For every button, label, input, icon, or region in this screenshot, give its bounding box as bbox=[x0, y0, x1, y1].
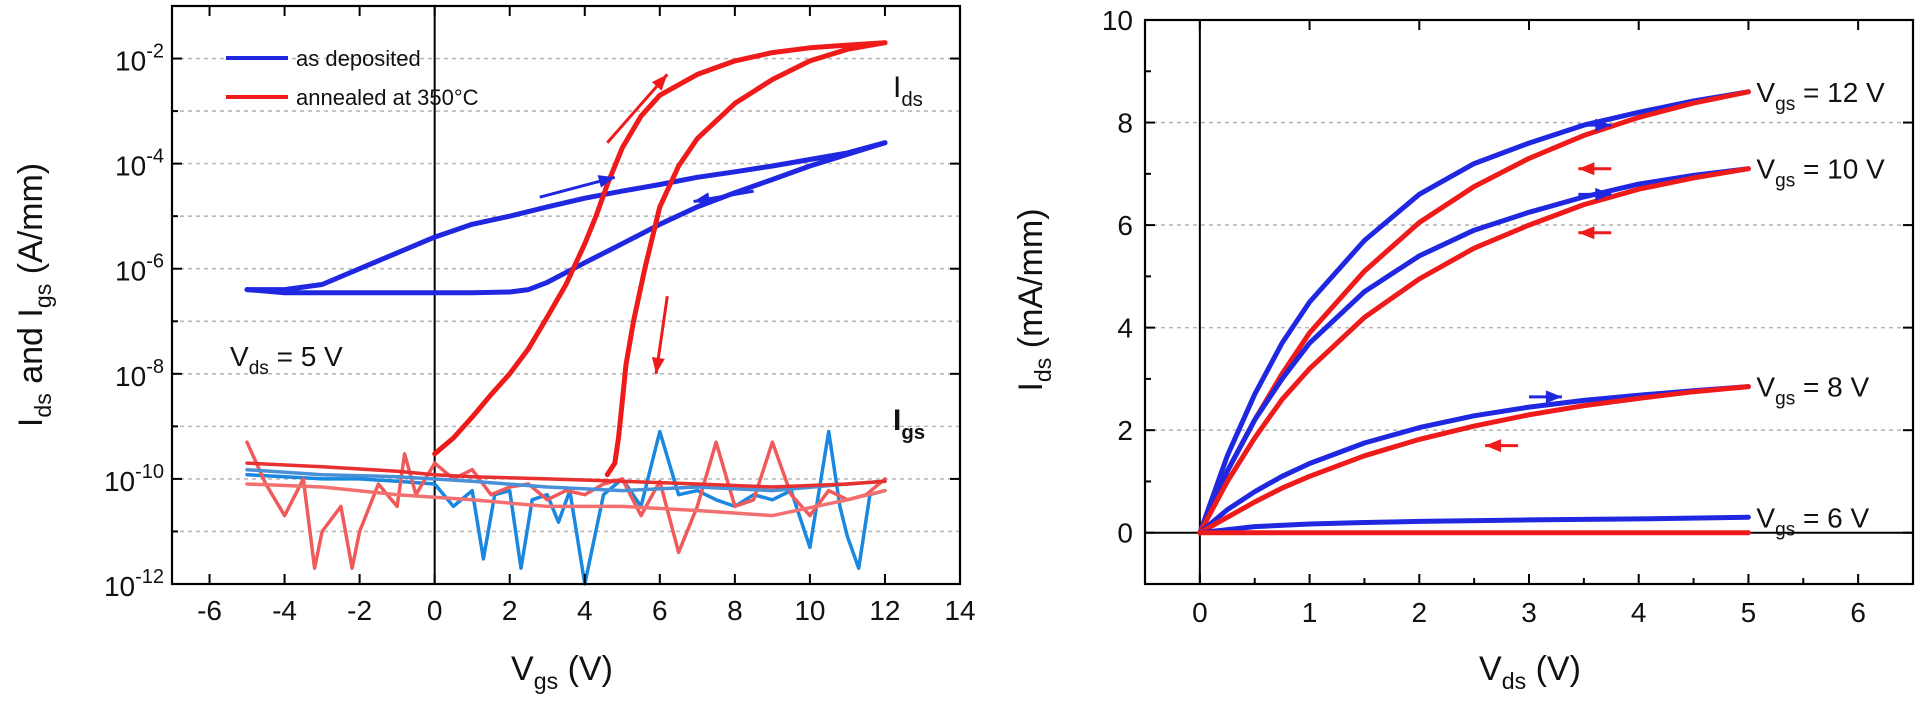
left-x-tick-label: 10 bbox=[794, 595, 825, 626]
series-as-deposited-ids-reverse bbox=[244, 140, 888, 296]
left-direction-arrow-head bbox=[651, 74, 668, 91]
left-y-tick-label: 10-8 bbox=[115, 356, 164, 392]
right-x-axis-label: Vds (V) bbox=[1479, 650, 1581, 694]
series-annealed-at-350-c-igs-back bbox=[245, 482, 887, 518]
right-y-tick-label: 0 bbox=[1117, 518, 1133, 549]
right-x-tick-label: 0 bbox=[1192, 597, 1208, 628]
left-x-tick-label: 14 bbox=[944, 595, 975, 626]
right-y-tick-label: 4 bbox=[1117, 313, 1133, 344]
left-x-tick-label: -4 bbox=[272, 595, 297, 626]
right-y-tick-label: 2 bbox=[1117, 415, 1133, 446]
left-y-axis-label: Ids and Igs (A/mm) bbox=[12, 163, 56, 427]
right-direction-arrow-head bbox=[1578, 162, 1595, 176]
left-x-tick-label: 8 bbox=[727, 595, 743, 626]
right-chart: 0 1 2 3 4 5 6 0 2 4 6 8 10 Vgs = 12 V Vgs = 10 V Vgs … bbox=[1012, 5, 1915, 694]
left-y-tick-label: 10-4 bbox=[115, 146, 164, 182]
series-annealed-at-350-c-igs-back-2 bbox=[245, 461, 887, 489]
left-x-tick-label: 4 bbox=[577, 595, 593, 626]
right-curve-label: Vgs = 10 V bbox=[1756, 154, 1885, 192]
legend-label-as-deposited: as deposited bbox=[296, 46, 421, 71]
left-x-tick-label: 6 bbox=[652, 595, 668, 626]
right-x-tick-label: 2 bbox=[1411, 597, 1427, 628]
series-vgs-8-v-forward bbox=[1197, 384, 1751, 536]
series-vgs-12-v-forward bbox=[1197, 89, 1751, 536]
left-direction-arrow-head bbox=[693, 192, 711, 206]
right-direction-arrow-head bbox=[1545, 390, 1562, 404]
right-curve-label: Vgs = 8 V bbox=[1756, 372, 1869, 410]
right-y-axis-label: Ids (mA/mm) bbox=[1012, 208, 1056, 391]
left-x-axis-label: Vgs (V) bbox=[511, 650, 613, 694]
series-annealed-at-350-c-igs bbox=[245, 440, 887, 570]
right-direction-arrow-head bbox=[1595, 118, 1612, 132]
series-annealed-at-350-c-ids-forward bbox=[432, 40, 888, 457]
left-legend: as deposited annealed at 350°C bbox=[226, 46, 479, 110]
right-direction-arrow-head bbox=[1485, 439, 1502, 453]
series-vgs-8-v-reverse bbox=[1197, 384, 1751, 536]
left-direction-arrow-head bbox=[597, 175, 615, 188]
series-annealed-at-350-c-ids-reverse bbox=[604, 40, 888, 478]
right-direction-arrow-head bbox=[1595, 187, 1612, 201]
ids-annotation: Ids bbox=[893, 71, 923, 111]
right-y-tick-label: 8 bbox=[1117, 108, 1133, 139]
right-y-tick-label: 6 bbox=[1117, 210, 1133, 241]
left-y-tick-label: 10-6 bbox=[115, 251, 164, 287]
left-x-tick-label: -6 bbox=[197, 595, 222, 626]
right-x-tick-label: 1 bbox=[1302, 597, 1318, 628]
left-x-tick-label: 2 bbox=[502, 595, 518, 626]
left-chart: -6 -4 -2 0 2 4 6 8 10 12 14 10-12 10-10 10-8 10-6 10-4… bbox=[12, 4, 976, 694]
igs-annotation: Igs bbox=[893, 404, 925, 444]
left-x-tick-label: 12 bbox=[869, 595, 900, 626]
right-direction-arrow-head bbox=[1578, 226, 1595, 240]
left-y-tick-label: 10-2 bbox=[115, 41, 164, 77]
series-vgs-10-v-reverse bbox=[1197, 166, 1751, 536]
left-y-tick-label: 10-12 bbox=[104, 566, 164, 602]
left-direction-arrow-head bbox=[651, 357, 665, 374]
right-x-tick-label: 5 bbox=[1741, 597, 1757, 628]
series-vgs-10-v-forward bbox=[1197, 166, 1751, 536]
left-x-tick-label: 0 bbox=[427, 595, 443, 626]
left-plot-frame bbox=[170, 4, 962, 586]
right-x-tick-label: 3 bbox=[1521, 597, 1537, 628]
right-x-tick-label: 6 bbox=[1850, 597, 1866, 628]
series-as-deposited-ids-forward bbox=[244, 140, 888, 293]
right-x-tick-label: 4 bbox=[1631, 597, 1647, 628]
right-curve-label: Vgs = 6 V bbox=[1756, 502, 1869, 540]
left-y-tick-label: 10-10 bbox=[104, 461, 164, 497]
vds-annotation: Vds = 5 V bbox=[230, 341, 343, 379]
left-x-tick-label: -2 bbox=[347, 595, 372, 626]
series-vgs-6-v-forward bbox=[1197, 514, 1751, 536]
legend-label-annealed: annealed at 350°C bbox=[296, 85, 479, 110]
right-y-tick-label: 10 bbox=[1102, 5, 1133, 36]
series-as-deposited-igs-back bbox=[245, 467, 887, 493]
right-curve-label: Vgs = 12 V bbox=[1756, 77, 1885, 115]
